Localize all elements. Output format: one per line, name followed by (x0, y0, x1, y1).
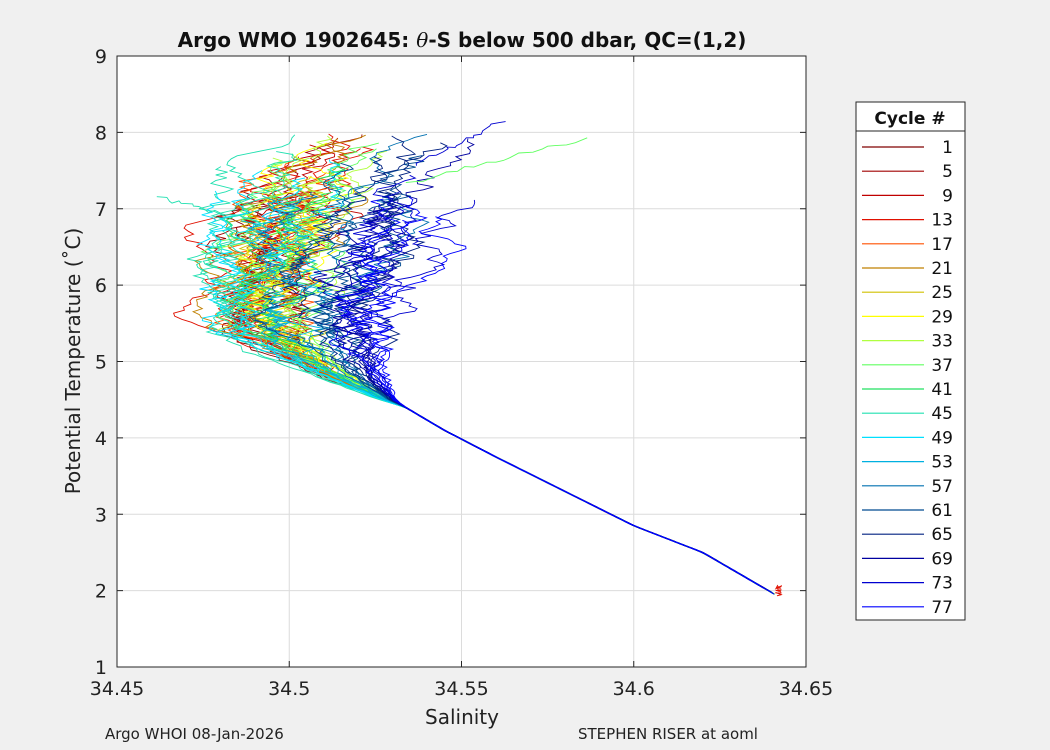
y-tick-label: 5 (95, 352, 107, 374)
legend-label-33: 33 (931, 332, 953, 352)
y-tick-label: 7 (95, 199, 107, 221)
legend-label-57: 57 (931, 477, 953, 497)
profile-line-cycle-77 (356, 196, 757, 584)
legend-label-1: 1 (942, 138, 953, 158)
extreme-excursion-line (415, 121, 506, 166)
profile-lines (156, 121, 783, 597)
legend-label-9: 9 (942, 186, 953, 206)
legend-label-49: 49 (931, 428, 953, 448)
legend-label-53: 53 (931, 453, 953, 473)
footer-left: Argo WHOI 08-Jan-2026 (105, 725, 284, 743)
legend-label-69: 69 (931, 549, 953, 569)
x-tick-label: 34.6 (613, 678, 655, 700)
y-tick-label: 3 (95, 504, 107, 526)
y-axis-ticks: 1 2 3 4 5 6 7 8 9 (95, 46, 806, 679)
y-tick-label: 9 (95, 46, 107, 68)
extreme-excursion-line (405, 137, 588, 184)
legend-label-13: 13 (931, 211, 953, 231)
legend-label-61: 61 (931, 501, 953, 521)
y-axis-label: Potential Temperature (˚C) (61, 228, 85, 495)
legend-label-25: 25 (931, 283, 953, 303)
x-axis-label: Salinity (425, 705, 499, 729)
extreme-excursion-line (156, 196, 266, 224)
extreme-excursion-line (774, 584, 783, 597)
grid-lines (117, 56, 806, 667)
chart-title-suffix: -S below 500 dbar, QC=(1,2) (428, 28, 746, 52)
chart-title-theta: θ (416, 28, 428, 52)
x-tick-label: 34.45 (90, 678, 144, 700)
y-tick-label: 2 (95, 581, 107, 603)
chart-title: Argo WMO 1902645: θ-S below 500 dbar, QC… (178, 28, 747, 52)
profile-line-cycle-77 (334, 198, 763, 588)
x-tick-label: 34.5 (268, 678, 310, 700)
chart-title-prefix: Argo WMO 1902645: (178, 28, 417, 52)
legend-label-45: 45 (931, 404, 953, 424)
legend-title: Cycle # (874, 109, 945, 129)
x-axis-ticks: 34.45 34.5 34.55 34.6 34.65 (90, 56, 833, 700)
legend-label-21: 21 (931, 259, 953, 279)
legend: Cycle # 1 5 9 13 17 21 25 29 33 37 41 45 49 53 57 61 65 6… (855, 101, 966, 621)
legend-label-29: 29 (931, 307, 953, 327)
footer-right: STEPHEN RISER at aoml (578, 725, 758, 743)
y-tick-label: 8 (95, 122, 107, 144)
legend-label-17: 17 (931, 235, 953, 255)
legend-label-5: 5 (942, 162, 953, 182)
legend-label-77: 77 (931, 598, 953, 618)
x-tick-label: 34.55 (434, 678, 488, 700)
legend-label-37: 37 (931, 356, 953, 376)
legend-label-41: 41 (931, 380, 953, 400)
y-tick-label: 6 (95, 275, 107, 297)
legend-label-73: 73 (931, 574, 953, 594)
legend-entries: 1 5 9 13 17 21 25 29 33 37 41 45 49 53 57 61 65 69 73 77 (862, 138, 953, 618)
y-tick-label: 1 (95, 657, 107, 679)
y-tick-label: 4 (95, 428, 107, 450)
legend-label-65: 65 (931, 525, 953, 545)
x-tick-label: 34.65 (779, 678, 833, 700)
